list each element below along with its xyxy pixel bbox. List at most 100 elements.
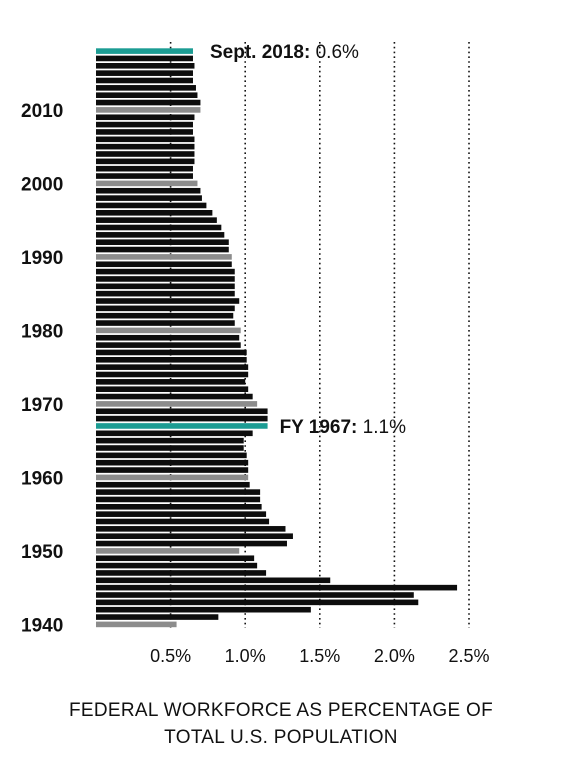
bar-1960	[96, 474, 249, 481]
bar-1951	[96, 540, 287, 547]
bar-chart: 1940 1950 1960 1970 1980 1990 2000 2010 0.5% 1.0…	[21, 42, 490, 666]
bar-1976	[96, 357, 247, 363]
bar-1971	[96, 393, 253, 400]
y-axis-labels: 1940 1950 1960 1970 1980 1990 2000 2010	[21, 101, 63, 637]
bar-1978	[96, 342, 241, 348]
annotations: Sept. 2018: 0.6% FY 1967: 1.1%	[210, 42, 406, 438]
bar-2013	[96, 85, 196, 91]
bar-1984	[96, 298, 240, 304]
bar-1952	[96, 533, 293, 539]
x-tick-label: 0.5%	[150, 646, 191, 666]
bar-2014	[96, 77, 193, 84]
bar-1966	[96, 430, 253, 437]
bar-1995	[96, 217, 217, 223]
bar-1989	[96, 261, 232, 268]
bar-1981	[96, 320, 235, 326]
bar-1988	[96, 268, 235, 275]
bar-1977	[96, 349, 247, 356]
bar-1972	[96, 386, 249, 392]
bar-2018	[96, 48, 193, 54]
bar-2009	[96, 114, 195, 121]
bar-1996	[96, 210, 213, 216]
bar-2003	[96, 158, 195, 165]
y-tick-label-1940: 1940	[21, 615, 63, 636]
bar-1997	[96, 202, 207, 209]
bar-1987	[96, 276, 235, 282]
bar-1954	[96, 518, 270, 525]
bar-1998	[96, 195, 202, 201]
bar-1967	[96, 423, 268, 429]
bar-1956	[96, 504, 262, 510]
bar-2001	[96, 173, 193, 179]
bar-1950	[96, 548, 240, 554]
bar-1940	[96, 621, 177, 628]
bar-1973	[96, 379, 246, 385]
bar-1949	[96, 555, 255, 562]
bar-1944	[96, 592, 414, 598]
annotation-2018: Sept. 2018: 0.6%	[210, 42, 359, 63]
bar-1974	[96, 371, 249, 378]
bar-2006	[96, 136, 195, 143]
bar-2015	[96, 70, 193, 76]
bar-1979	[96, 334, 240, 341]
bar-1986	[96, 283, 235, 290]
bar-1942	[96, 606, 311, 613]
bar-1985	[96, 290, 235, 297]
y-tick-label-1990: 1990	[21, 248, 63, 269]
x-tick-label: 1.5%	[299, 646, 340, 666]
x-tick-label: 2.5%	[448, 646, 489, 666]
bar-1963	[96, 452, 247, 459]
y-tick-label-1950: 1950	[21, 542, 63, 563]
bar-2011	[96, 99, 201, 106]
x-axis-labels: 0.5% 1.0% 1.5% 2.0% 2.5%	[150, 646, 489, 666]
bar-1992	[96, 239, 229, 245]
bar-2002	[96, 165, 193, 172]
x-tick-label: 1.0%	[225, 646, 266, 666]
bar-1958	[96, 489, 261, 495]
bar-1970	[96, 401, 258, 407]
bar-1947	[96, 570, 267, 576]
y-tick-label-2010: 2010	[21, 101, 63, 122]
bar-1941	[96, 614, 219, 620]
bar-1980	[96, 327, 241, 334]
bar-2008	[96, 121, 193, 128]
x-tick-label: 2.0%	[374, 646, 415, 666]
bar-1965	[96, 437, 244, 444]
bar-2000	[96, 180, 198, 187]
bar-1945	[96, 584, 458, 591]
y-tick-label-1970: 1970	[21, 395, 63, 416]
bar-2005	[96, 143, 195, 150]
y-tick-label-1960: 1960	[21, 468, 63, 489]
bar-1994	[96, 224, 222, 231]
bar-2007	[96, 129, 193, 135]
bar-1959	[96, 481, 250, 488]
bar-2017	[96, 55, 193, 62]
y-tick-label-2000: 2000	[21, 174, 63, 195]
bar-1999	[96, 187, 201, 194]
bar-1955	[96, 511, 267, 517]
bar-1948	[96, 562, 258, 569]
bar-1975	[96, 364, 249, 370]
annotation-1967: FY 1967: 1.1%	[280, 417, 407, 438]
bar-1991	[96, 246, 229, 253]
bar-1968	[96, 415, 268, 422]
caption-line-2: TOTAL U.S. POPULATION	[164, 727, 398, 748]
bar-2012	[96, 92, 198, 98]
bar-2004	[96, 151, 195, 157]
bar-2010	[96, 107, 201, 113]
bar-1957	[96, 496, 261, 503]
bar-1969	[96, 408, 268, 415]
y-tick-label-1980: 1980	[21, 321, 63, 342]
caption-line-1: FEDERAL WORKFORCE AS PERCENTAGE OF	[68, 700, 494, 721]
bar-1946	[96, 577, 331, 584]
bars	[96, 48, 458, 628]
bar-1983	[96, 305, 235, 312]
chart-caption: FEDERAL WORKFORCE AS PERCENTAGE OF TOTAL…	[0, 697, 562, 751]
bar-1962	[96, 459, 249, 466]
bar-1953	[96, 526, 286, 532]
bar-1964	[96, 445, 244, 451]
bar-1990	[96, 254, 232, 260]
bar-2016	[96, 63, 195, 69]
bar-1943	[96, 599, 419, 606]
bar-1982	[96, 312, 234, 319]
